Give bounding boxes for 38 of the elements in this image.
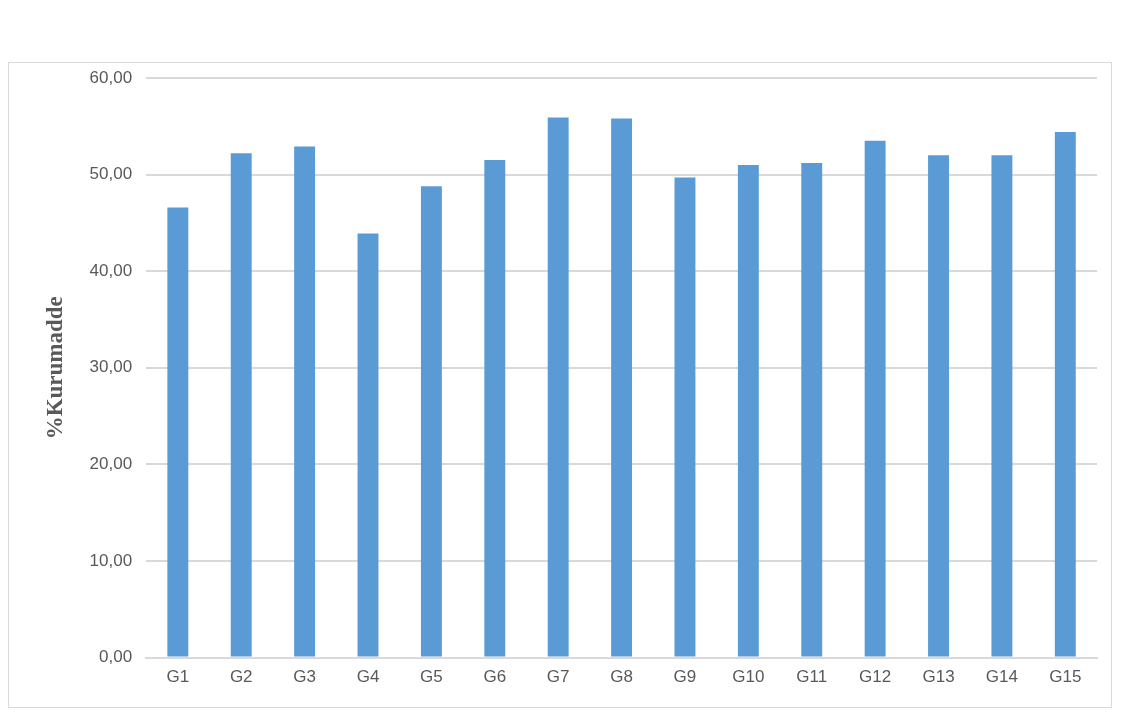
bar (611, 118, 633, 657)
bar (167, 207, 189, 657)
x-tick-label: G13 (922, 667, 955, 687)
x-tick-label: G15 (1049, 667, 1082, 687)
x-tick-label: G10 (732, 667, 765, 687)
bar (1054, 132, 1076, 657)
x-tick-label: G9 (673, 667, 697, 687)
x-tick-label: G7 (546, 667, 570, 687)
bar (737, 164, 759, 657)
y-tick-label: 40,00 (89, 260, 133, 280)
x-tick-label: G8 (610, 667, 633, 687)
bar (484, 160, 506, 657)
x-tick-label: G2 (229, 667, 253, 687)
bar (928, 155, 949, 657)
bar (357, 233, 379, 657)
bar (420, 186, 442, 657)
bar (864, 140, 886, 657)
x-tick-label: G1 (166, 667, 190, 687)
bar (230, 153, 252, 657)
y-tick-label: 60,00 (89, 67, 133, 87)
y-tick-label: 50,00 (89, 164, 133, 184)
x-tick-label: G6 (483, 667, 507, 687)
y-tick-label: 20,00 (89, 454, 133, 474)
x-tick-label: G12 (859, 667, 892, 687)
x-tick-label: G14 (985, 667, 1018, 687)
bar (294, 146, 316, 657)
y-axis-title: %Kurumadde (41, 296, 67, 440)
y-tick-label: 10,00 (89, 550, 133, 570)
y-tick-label: 0,00 (99, 647, 133, 667)
y-tick-label: 30,00 (89, 357, 133, 377)
bar (547, 117, 569, 657)
bar (801, 163, 823, 657)
bar (991, 155, 1013, 657)
bar (674, 177, 696, 657)
x-tick-label: G11 (796, 667, 828, 687)
x-tick-label: G3 (293, 667, 316, 687)
x-tick-label: G5 (420, 667, 443, 687)
x-tick-label: G4 (356, 667, 380, 687)
